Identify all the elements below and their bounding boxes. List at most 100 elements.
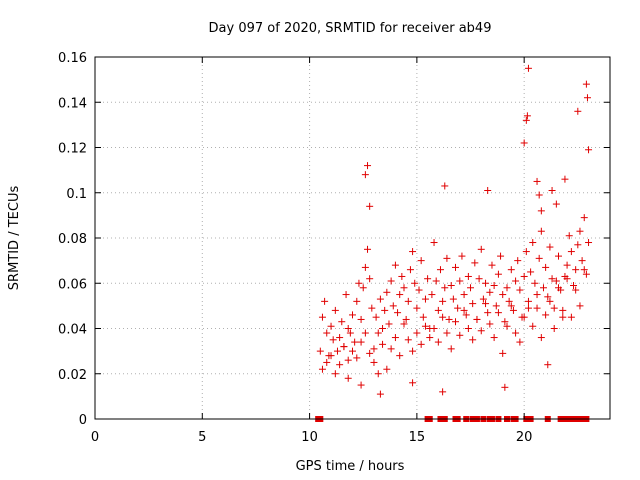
- data-point: [578, 257, 586, 265]
- data-point: [349, 311, 356, 319]
- data-point: [561, 175, 569, 183]
- y-tick-label: 0.06: [58, 277, 87, 292]
- data-point: [585, 239, 593, 247]
- data-point: [462, 311, 470, 319]
- data-point: [559, 306, 567, 314]
- data-point: [374, 370, 382, 378]
- data-point: [387, 277, 395, 285]
- data-point: [494, 270, 502, 278]
- data-point: [318, 365, 326, 373]
- data-point: [323, 358, 331, 366]
- data-point: [533, 291, 541, 299]
- data-point: [529, 322, 537, 330]
- data-point: [582, 270, 590, 278]
- y-tick-label: 0.04: [58, 323, 87, 338]
- data-point: [473, 315, 481, 323]
- data-point: [344, 374, 352, 382]
- data-point: [445, 315, 453, 323]
- data-point: [361, 263, 369, 271]
- data-point: [563, 275, 571, 283]
- data-point: [523, 112, 531, 120]
- data-point: [409, 347, 417, 355]
- y-tick-label: 0.16: [58, 51, 87, 66]
- data-point: [497, 252, 505, 260]
- data-point: [537, 334, 545, 342]
- data-point: [411, 279, 419, 287]
- data-point: [535, 191, 543, 199]
- data-point: [583, 94, 591, 102]
- data-point: [391, 261, 399, 269]
- data-point: [585, 146, 593, 154]
- data-point: [486, 320, 494, 328]
- data-point: [374, 329, 382, 337]
- data-point: [421, 322, 429, 330]
- data-point: [329, 336, 337, 344]
- data-point: [439, 313, 447, 321]
- data-point: [400, 284, 408, 292]
- data-point: [338, 318, 346, 326]
- data-point: [387, 345, 395, 353]
- data-point: [368, 304, 376, 312]
- data-point: [417, 257, 425, 265]
- data-point: [505, 297, 513, 305]
- data-point: [344, 356, 352, 364]
- data-point: [406, 266, 414, 274]
- data-point: [447, 345, 455, 353]
- data-point: [333, 347, 341, 355]
- data-point: [520, 313, 528, 321]
- data-point: [546, 243, 554, 251]
- data-point: [570, 282, 578, 290]
- data-point: [419, 313, 427, 321]
- data-point: [331, 370, 339, 378]
- data-point: [359, 284, 367, 292]
- data-point: [366, 349, 374, 357]
- data-point: [443, 329, 451, 337]
- data-point: [409, 248, 417, 256]
- data-point: [385, 320, 393, 328]
- data-point: [346, 329, 354, 337]
- data-point: [509, 306, 517, 314]
- data-point: [417, 340, 425, 348]
- data-points: [315, 64, 593, 422]
- data-point: [533, 304, 541, 312]
- data-point: [379, 340, 387, 348]
- data-point: [477, 245, 485, 253]
- x-tick-label: 0: [91, 430, 99, 445]
- data-point: [522, 248, 530, 256]
- data-point: [456, 331, 464, 339]
- data-point: [488, 261, 496, 269]
- data-point: [529, 239, 537, 247]
- data-point: [516, 338, 524, 346]
- data-point: [357, 338, 365, 346]
- data-point: [552, 277, 560, 285]
- data-point: [342, 291, 350, 299]
- data-point: [404, 336, 412, 344]
- y-tick-label: 0.1: [66, 187, 87, 202]
- data-point: [550, 325, 558, 332]
- y-axis-label: SRMTID / TECUs: [7, 186, 22, 291]
- data-point: [439, 297, 447, 305]
- data-point: [555, 252, 562, 260]
- data-point: [548, 186, 556, 194]
- data-point: [503, 322, 511, 330]
- data-point: [331, 306, 339, 314]
- data-point: [351, 338, 359, 346]
- y-tick-label: 0.08: [58, 232, 87, 247]
- data-point: [479, 295, 487, 303]
- data-point: [555, 284, 562, 292]
- data-point: [559, 313, 567, 321]
- data-point: [544, 293, 552, 301]
- data-point: [499, 349, 507, 357]
- data-point: [533, 177, 541, 185]
- data-point: [469, 336, 477, 344]
- data-point: [484, 309, 492, 317]
- data-point: [507, 302, 515, 310]
- data-point: [441, 284, 449, 292]
- data-point: [582, 80, 590, 88]
- data-point: [490, 334, 498, 342]
- data-point: [344, 325, 352, 332]
- data-point: [430, 325, 438, 332]
- data-point: [413, 329, 421, 337]
- data-point: [572, 286, 580, 294]
